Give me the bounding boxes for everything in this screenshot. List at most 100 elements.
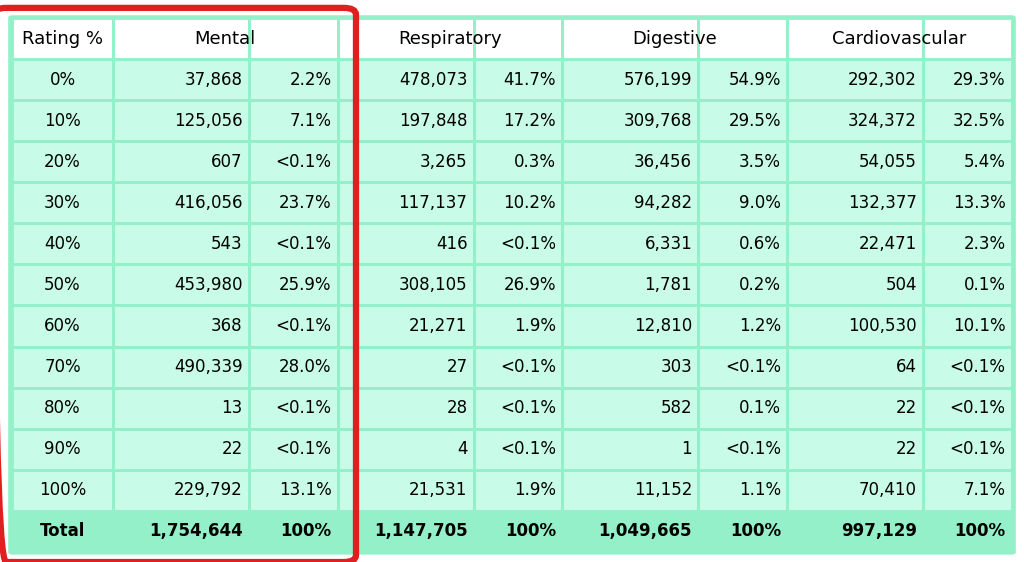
Bar — [923, 388, 1012, 429]
Text: 17.2%: 17.2% — [504, 112, 556, 130]
Text: 2.2%: 2.2% — [289, 71, 332, 89]
Bar — [473, 388, 562, 429]
Bar — [698, 141, 787, 182]
Text: 60%: 60% — [44, 317, 81, 335]
Bar — [923, 100, 1012, 141]
Bar — [787, 59, 923, 100]
Bar — [698, 59, 787, 100]
Text: 29.3%: 29.3% — [953, 71, 1006, 89]
Text: 303: 303 — [660, 358, 692, 376]
Text: <0.1%: <0.1% — [949, 399, 1006, 417]
Bar — [249, 429, 338, 470]
Bar — [923, 18, 1012, 59]
Bar — [338, 347, 473, 388]
Text: 22,471: 22,471 — [858, 235, 916, 253]
Bar — [562, 306, 698, 347]
Text: 308,105: 308,105 — [398, 276, 467, 294]
Bar — [338, 470, 473, 511]
Bar — [473, 306, 562, 347]
Text: 4: 4 — [457, 440, 467, 458]
Text: 54,055: 54,055 — [859, 153, 916, 171]
Text: 13: 13 — [221, 399, 243, 417]
Bar — [562, 470, 698, 511]
Bar — [473, 511, 562, 552]
Text: 23.7%: 23.7% — [279, 194, 332, 212]
Text: 100%: 100% — [505, 522, 556, 540]
Bar — [562, 429, 698, 470]
Bar — [113, 511, 249, 552]
Text: 5.4%: 5.4% — [964, 153, 1006, 171]
Text: 1,147,705: 1,147,705 — [374, 522, 467, 540]
Bar — [12, 223, 113, 264]
Bar — [562, 388, 698, 429]
Text: 100%: 100% — [954, 522, 1006, 540]
Bar — [249, 223, 338, 264]
Text: Cardiovascular: Cardiovascular — [833, 30, 967, 48]
Text: 543: 543 — [211, 235, 243, 253]
Bar — [562, 100, 698, 141]
Bar — [562, 511, 698, 552]
Bar — [249, 306, 338, 347]
Text: 3.5%: 3.5% — [739, 153, 781, 171]
Text: Digestive: Digestive — [632, 30, 717, 48]
Bar — [473, 470, 562, 511]
Text: 132,377: 132,377 — [848, 194, 916, 212]
Bar — [787, 100, 923, 141]
Bar — [698, 223, 787, 264]
Bar — [12, 264, 113, 306]
Bar — [923, 264, 1012, 306]
Text: 7.1%: 7.1% — [290, 112, 332, 130]
Bar — [12, 18, 113, 59]
Bar — [787, 18, 923, 59]
Text: 27: 27 — [446, 358, 467, 376]
Bar — [113, 18, 249, 59]
Text: 21,531: 21,531 — [409, 481, 467, 499]
Bar — [113, 223, 249, 264]
Bar — [473, 264, 562, 306]
Text: 504: 504 — [886, 276, 916, 294]
Bar — [473, 429, 562, 470]
Text: 197,848: 197,848 — [399, 112, 467, 130]
Text: 54.9%: 54.9% — [728, 71, 781, 89]
Text: 50%: 50% — [44, 276, 81, 294]
Text: Respiratory: Respiratory — [398, 30, 502, 48]
Bar — [12, 182, 113, 223]
Text: <0.1%: <0.1% — [500, 235, 556, 253]
Bar — [12, 470, 113, 511]
Text: 576,199: 576,199 — [624, 71, 692, 89]
Text: <0.1%: <0.1% — [275, 235, 332, 253]
Bar — [338, 264, 473, 306]
Text: 0.3%: 0.3% — [514, 153, 556, 171]
Bar — [562, 18, 698, 59]
Text: 41.7%: 41.7% — [504, 71, 556, 89]
Bar — [12, 59, 113, 100]
Bar — [923, 59, 1012, 100]
Bar — [923, 306, 1012, 347]
Text: 1.2%: 1.2% — [738, 317, 781, 335]
Text: 0%: 0% — [49, 71, 76, 89]
Text: 453,980: 453,980 — [174, 276, 243, 294]
Bar — [338, 182, 473, 223]
Text: 3,265: 3,265 — [420, 153, 467, 171]
Text: 309,768: 309,768 — [624, 112, 692, 130]
Bar — [12, 388, 113, 429]
Bar — [338, 59, 473, 100]
Bar — [787, 141, 923, 182]
Text: 7.1%: 7.1% — [964, 481, 1006, 499]
Bar — [113, 264, 249, 306]
Text: 9.0%: 9.0% — [739, 194, 781, 212]
Bar — [338, 306, 473, 347]
Bar — [923, 182, 1012, 223]
Bar — [923, 223, 1012, 264]
Bar — [923, 511, 1012, 552]
Text: 25.9%: 25.9% — [279, 276, 332, 294]
Bar — [562, 347, 698, 388]
Text: 36,456: 36,456 — [634, 153, 692, 171]
Text: <0.1%: <0.1% — [500, 440, 556, 458]
Text: 64: 64 — [896, 358, 916, 376]
Bar — [338, 223, 473, 264]
Text: 26.9%: 26.9% — [504, 276, 556, 294]
Text: <0.1%: <0.1% — [275, 399, 332, 417]
Bar — [113, 141, 249, 182]
Text: 416,056: 416,056 — [174, 194, 243, 212]
